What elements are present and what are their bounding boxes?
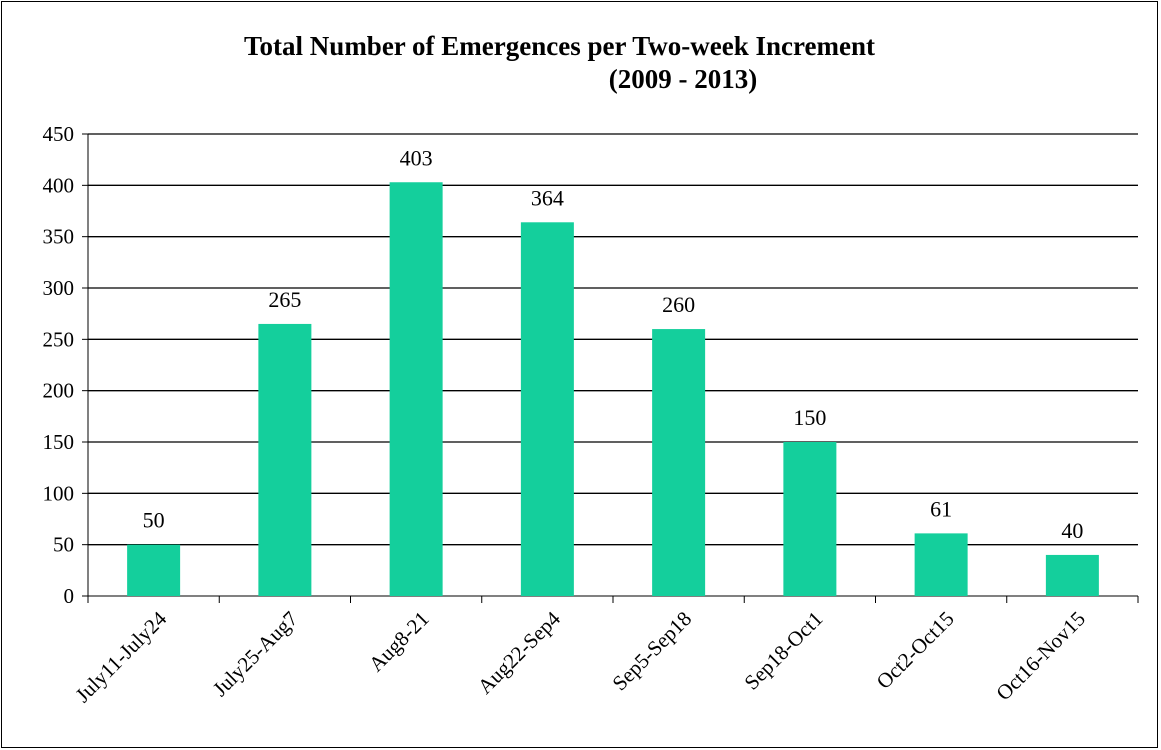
bars [127, 182, 1099, 596]
bar [389, 182, 443, 596]
y-tick-label: 350 [43, 225, 75, 249]
x-tick-label: Aug22-Sep4 [473, 606, 565, 698]
gridlines [88, 133, 1138, 546]
bar [258, 323, 312, 596]
data-label: 61 [930, 496, 952, 521]
data-label: 403 [400, 145, 433, 170]
bar [1045, 554, 1099, 596]
x-tick-label: Oct16-Nov15 [991, 607, 1090, 706]
y-tick-label: 450 [43, 122, 75, 146]
x-tick-label: July11-July24 [71, 606, 172, 707]
y-tick-label: 400 [43, 173, 75, 197]
data-label: 364 [531, 185, 564, 210]
x-tick-label: July25-Aug7 [208, 607, 303, 702]
x-tick-label: Sep18-Oct1 [739, 607, 827, 695]
bar [520, 222, 574, 596]
y-tick-label: 0 [64, 584, 75, 608]
bar [783, 442, 837, 596]
data-label: 50 [143, 508, 165, 533]
x-tick-label: Aug8-21 [364, 607, 434, 677]
data-label: 260 [662, 292, 695, 317]
y-tick-label: 200 [43, 379, 75, 403]
y-tick-label: 50 [53, 533, 74, 557]
axes [82, 133, 1139, 603]
chart-title: Total Number of Emergences per Two-week … [0, 30, 1161, 96]
y-tick-label: 300 [43, 276, 75, 300]
y-tick-labels: 0 50 100 150 200 250 300 350 400 450 [43, 122, 75, 608]
y-tick-label: 150 [43, 430, 75, 454]
x-tick-labels: July11-July24 July25-Aug7 Aug8-21 Aug22-Sep… [71, 606, 1090, 707]
chart-title-line1: Total Number of Emergences per Two-week … [244, 31, 875, 61]
bar [127, 544, 181, 596]
chart-title-line2: (2009 - 2013) [608, 64, 758, 94]
bar [652, 329, 706, 596]
x-tick-label: Sep5-Sep18 [607, 607, 696, 696]
x-tick-label: Oct2-Oct15 [872, 607, 959, 694]
y-tick-label: 250 [43, 327, 75, 351]
bar [914, 533, 968, 596]
y-tick-label: 100 [43, 481, 75, 505]
data-labels: 50 265 403 364 260 150 61 40 [143, 145, 1084, 543]
data-label: 150 [793, 405, 826, 430]
data-label: 265 [268, 287, 301, 312]
data-label: 40 [1061, 518, 1083, 543]
